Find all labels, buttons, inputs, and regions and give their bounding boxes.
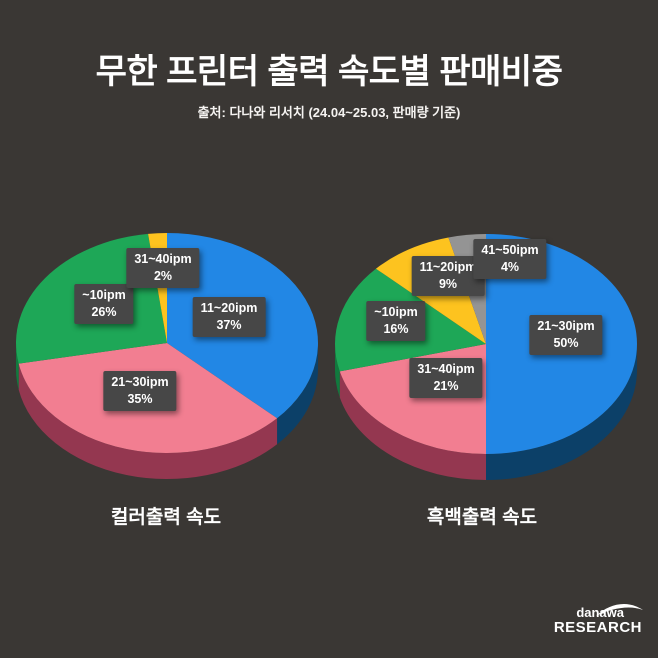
slice-label-name: 31~40ipm <box>134 252 192 266</box>
pie-slice-side-21~30ipm <box>486 344 637 480</box>
source-note: 출처: 다나와 리서치 (24.04~25.03, 판매량 기준) <box>197 105 461 120</box>
slice-label-percent: 4% <box>500 260 520 274</box>
slice-label-name: ~10ipm <box>374 305 418 319</box>
slice-label-31~40ipm: 31~40ipm 21% <box>409 358 483 398</box>
slice-label-11~20ipm: 11~20ipm 37% <box>192 297 266 337</box>
slice-label-name: 21~30ipm <box>537 319 595 333</box>
slice-label-21~30ipm: 21~30ipm 50% <box>529 315 603 355</box>
slice-label-name: 41~50ipm <box>481 243 539 257</box>
slice-label-~10ipm: ~10ipm 26% <box>74 284 134 324</box>
slice-label-percent: 16% <box>383 322 409 336</box>
slice-label-percent: 37% <box>216 318 242 332</box>
slice-label-name: 11~20ipm <box>419 260 477 274</box>
slice-label-percent: 50% <box>553 336 579 350</box>
slice-label-name: 11~20ipm <box>200 301 258 315</box>
pie-slice-side-21~30ipm <box>18 363 278 479</box>
page-title: 무한 프린터 출력 속도별 판매비중 <box>95 53 563 91</box>
slice-label-41~50ipm: 41~50ipm 4% <box>473 239 547 279</box>
slice-label-name: 21~30ipm <box>111 375 169 389</box>
pie-slice-side-~10ipm <box>335 344 340 398</box>
slice-label-name: 31~40ipm <box>417 362 475 376</box>
slice-label-percent: 35% <box>127 392 153 406</box>
slice-label-~10ipm: ~10ipm 16% <box>366 301 426 341</box>
logo-line2: RESEARCH <box>553 619 642 636</box>
slice-label-percent: 21% <box>433 379 459 393</box>
slice-label-percent: 2% <box>153 269 173 283</box>
slice-label-11~20ipm: 11~20ipm 9% <box>411 256 485 296</box>
left-chart-caption: 컬러출력 속도 <box>110 507 222 528</box>
slice-label-name: ~10ipm <box>82 288 126 302</box>
slice-label-percent: 9% <box>438 277 458 291</box>
pie-slice-side-31~40ipm <box>339 371 486 480</box>
slice-label-21~30ipm: 21~30ipm 35% <box>103 371 177 411</box>
slice-label-31~40ipm: 31~40ipm 2% <box>126 248 200 288</box>
slice-label-percent: 26% <box>91 305 117 319</box>
pie-slice-side-11~20ipm <box>277 343 318 445</box>
danawa-research-logo: danawa RESEARCH <box>552 604 643 636</box>
swoosh-icon <box>596 604 643 616</box>
pie-slice-side-~10ipm <box>15 343 19 390</box>
logo-danawa-text: danawa <box>552 604 643 620</box>
right-chart-caption: 흑백출력 속도 <box>426 507 538 528</box>
